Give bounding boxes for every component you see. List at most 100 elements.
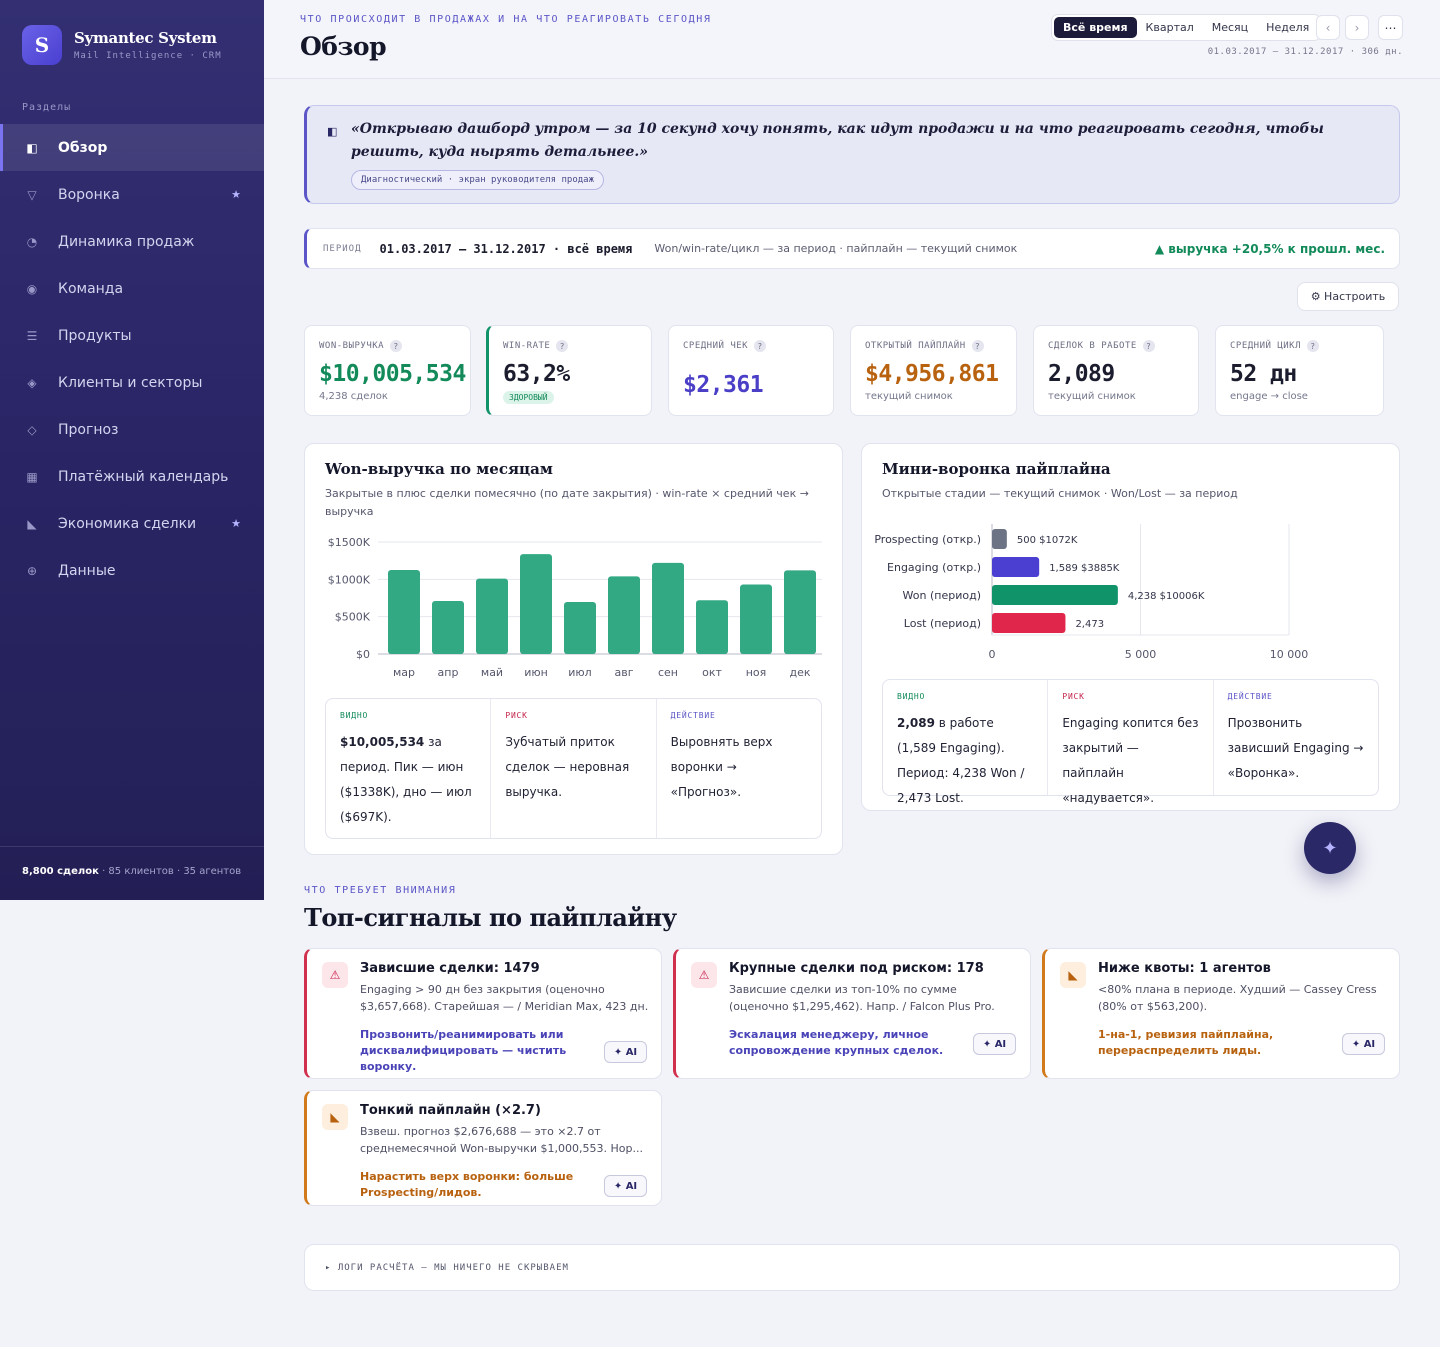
kpi-label: ОТКРЫТЫЙ ПАЙПЛАЙН? xyxy=(865,340,984,352)
signal-action[interactable]: Нарастить верх воронки: больше Prospecti… xyxy=(360,1170,574,1199)
period-tab-3[interactable]: Неделя xyxy=(1266,21,1310,34)
ai-assistant-button[interactable]: ✦ xyxy=(1304,822,1356,874)
funnel-insight-see: ВИДНО 2,089 в работе (1,589 Engaging). П… xyxy=(883,680,1049,805)
signal-card-3[interactable]: ◣ Тонкий пайплайн (×2.7) Взвеш. прогноз $2… xyxy=(304,1090,662,1206)
kpi-label: СРЕДНИЙ ЧЕК? xyxy=(683,340,767,352)
x-tick-label: дек xyxy=(789,666,810,679)
sidebar-item-label: Прогноз xyxy=(58,421,119,438)
bar-май[interactable] xyxy=(476,578,508,654)
funnel-bar-1[interactable] xyxy=(992,557,1040,577)
bar-июн[interactable] xyxy=(520,554,552,654)
kpi-card-3[interactable]: ОТКРЫТЫЙ ПАЙПЛАЙН? $4,956,861 текущий сним… xyxy=(850,325,1017,416)
calculation-logs-toggle[interactable]: ▸ ЛОГИ РАСЧЁТА — МЫ НИЧЕГО НЕ СКРЫВАЕМ xyxy=(304,1244,1400,1291)
configure-button[interactable]: ⚙ Настроить xyxy=(1297,282,1399,311)
sidebar-item-2[interactable]: ◔ Динамика продаж xyxy=(0,218,264,265)
bar-окт[interactable] xyxy=(696,600,728,654)
x-tick-label: ноя xyxy=(746,666,767,679)
sidebar-item-6[interactable]: ◇ Прогноз xyxy=(0,406,264,453)
help-icon[interactable]: ? xyxy=(754,340,767,352)
help-icon[interactable]: ? xyxy=(1307,340,1320,352)
y-tick-label: $1000K xyxy=(328,573,371,586)
sidebar-item-1[interactable]: ▽ Воронка ★ xyxy=(0,171,264,218)
category-label: Engaging (откр.) xyxy=(887,561,981,574)
ai-button[interactable]: ✦ AI xyxy=(973,1033,1016,1055)
funnel-bar-3[interactable] xyxy=(992,613,1066,633)
help-icon[interactable]: ? xyxy=(1142,340,1155,352)
x-tick-label: апр xyxy=(438,666,459,679)
more-button[interactable]: ⋯ xyxy=(1378,15,1403,40)
page-title: Обзор xyxy=(300,32,387,61)
sidebar-item-8[interactable]: ◣ Экономика сделки ★ xyxy=(0,500,264,547)
funnel-insight-risk: РИСК Engaging копится без закрытий — пай… xyxy=(1048,680,1214,805)
warning-icon: ⚠ xyxy=(322,962,348,988)
insight-see-value: $10,005,534 xyxy=(340,735,425,749)
sidebar-item-4[interactable]: ☰ Продукты xyxy=(0,312,264,359)
sidebar-item-3[interactable]: ◉ Команда xyxy=(0,265,264,312)
funnel-bar-2[interactable] xyxy=(992,585,1118,605)
bar-дек[interactable] xyxy=(784,570,816,654)
revenue-panel: Won-выручка по месяцам Закрытые в плюс с… xyxy=(304,443,843,855)
funnel-insights: ВИДНО 2,089 в работе (1,589 Engaging). П… xyxy=(882,679,1379,805)
y-tick-label: $500K xyxy=(335,611,371,624)
kpi-card-1[interactable]: WIN-RATE? 63,2% ЗДОРОВЫЙ xyxy=(486,325,652,416)
signal-title: Зависшие сделки: 1479 xyxy=(360,961,540,976)
data-label: 4,238 $10006K xyxy=(1128,591,1205,602)
footer-stats: · 85 клиентов · 35 агентов xyxy=(98,866,242,877)
period-note: Won/win-rate/цикл — за период · пайплайн… xyxy=(654,242,1018,255)
x-tick-label: 0 xyxy=(989,648,996,661)
funnel-insight-see-label: ВИДНО xyxy=(897,692,926,701)
funnel-insight-risk-label: РИСК xyxy=(1062,692,1085,701)
overview-icon: ◧ xyxy=(26,140,38,155)
x-tick-label: мар xyxy=(393,666,415,679)
bar-ноя[interactable] xyxy=(740,584,772,654)
bar-авг[interactable] xyxy=(608,576,640,654)
insight-see: ВИДНО $10,005,534 за период. Пик — июн (… xyxy=(326,699,492,838)
kpi-card-2[interactable]: СРЕДНИЙ ЧЕК? $2,361 xyxy=(668,325,834,416)
next-period-button[interactable]: › xyxy=(1345,15,1369,40)
signal-card-1[interactable]: ⚠ Крупные сделки под риском: 178 Зависшие … xyxy=(673,948,1031,1079)
bar-июл[interactable] xyxy=(564,601,596,654)
quote-tag: Диагностический · экран руководителя про… xyxy=(351,170,604,190)
period-tab-2[interactable]: Месяц xyxy=(1211,21,1249,34)
funnel-insight-see-value: 2,089 xyxy=(897,716,935,730)
sidebar-item-0[interactable]: ◧ Обзор xyxy=(0,124,264,171)
period-tab-1[interactable]: Квартал xyxy=(1145,21,1194,34)
kpi-card-0[interactable]: WON-ВЫРУЧКА? $10,005,534 4,238 сделок xyxy=(304,325,471,416)
prev-period-button[interactable]: ‹ xyxy=(1316,15,1340,40)
kpi-card-4[interactable]: СДЕЛОК В РАБОТЕ? 2,089 текущий снимок xyxy=(1033,325,1199,416)
bar-мар[interactable] xyxy=(388,570,420,654)
funnel-icon: ▽ xyxy=(27,187,37,202)
kpi-card-5[interactable]: СРЕДНИЙ ЦИКЛ? 52 дн engage → close xyxy=(1215,325,1384,416)
signal-card-2[interactable]: ◣ Ниже квоты: 1 агентов <80% плана в перио… xyxy=(1042,948,1400,1079)
sidebar-footer: 8,800 сделок · 85 клиентов · 35 агентов xyxy=(0,846,264,896)
signal-card-0[interactable]: ⚠ Зависшие сделки: 1479 Engaging > 90 дн б… xyxy=(304,948,662,1079)
sidebar-item-5[interactable]: ◈ Клиенты и секторы xyxy=(0,359,264,406)
kpi-label-text: ОТКРЫТЫЙ ПАЙПЛАЙН xyxy=(865,341,966,351)
brand[interactable]: S Symantec System Mail Intelligence · CR… xyxy=(22,25,222,65)
insight-action: ДЕЙСТВИЕ Выровнять верх воронки → «Прогн… xyxy=(657,699,821,838)
period-tab-0[interactable]: Всё время xyxy=(1054,17,1137,38)
ai-button[interactable]: ✦ AI xyxy=(604,1041,647,1063)
period-bar: ПЕРИОД 01.03.2017 – 31.12.2017 · всё вре… xyxy=(304,228,1400,269)
sidebar-item-9[interactable]: ⊕ Данные xyxy=(0,547,264,594)
x-tick-label: окт xyxy=(702,666,722,679)
funnel-bar-0[interactable] xyxy=(992,529,1007,549)
ai-button[interactable]: ✦ AI xyxy=(604,1175,647,1197)
nav-heading: Разделы xyxy=(22,102,72,113)
kpi-sub: 4,238 сделок xyxy=(319,391,388,402)
bar-сен[interactable] xyxy=(652,562,684,654)
help-icon[interactable]: ? xyxy=(390,340,403,352)
ai-button[interactable]: ✦ AI xyxy=(1342,1033,1385,1055)
signal-action[interactable]: 1-на-1, ревизия пайплайна, перераспредел… xyxy=(1098,1028,1274,1057)
sidebar-item-7[interactable]: ▦ Платёжный календарь xyxy=(0,453,264,500)
brand-logo: S xyxy=(22,25,62,65)
help-icon[interactable]: ? xyxy=(556,340,569,352)
signals-title: Топ-сигналы по пайплайну xyxy=(304,903,677,932)
help-icon[interactable]: ? xyxy=(971,340,984,352)
calendar-icon: ▦ xyxy=(26,469,38,484)
x-tick-label: сен xyxy=(658,666,678,679)
signal-action[interactable]: Эскалация менеджеру, личное сопровождени… xyxy=(729,1028,944,1057)
signal-action[interactable]: Прозвонить/реанимировать или дисквалифиц… xyxy=(360,1028,567,1073)
kpi-label-text: СРЕДНИЙ ЧЕК xyxy=(683,341,749,351)
bar-апр[interactable] xyxy=(432,600,464,654)
